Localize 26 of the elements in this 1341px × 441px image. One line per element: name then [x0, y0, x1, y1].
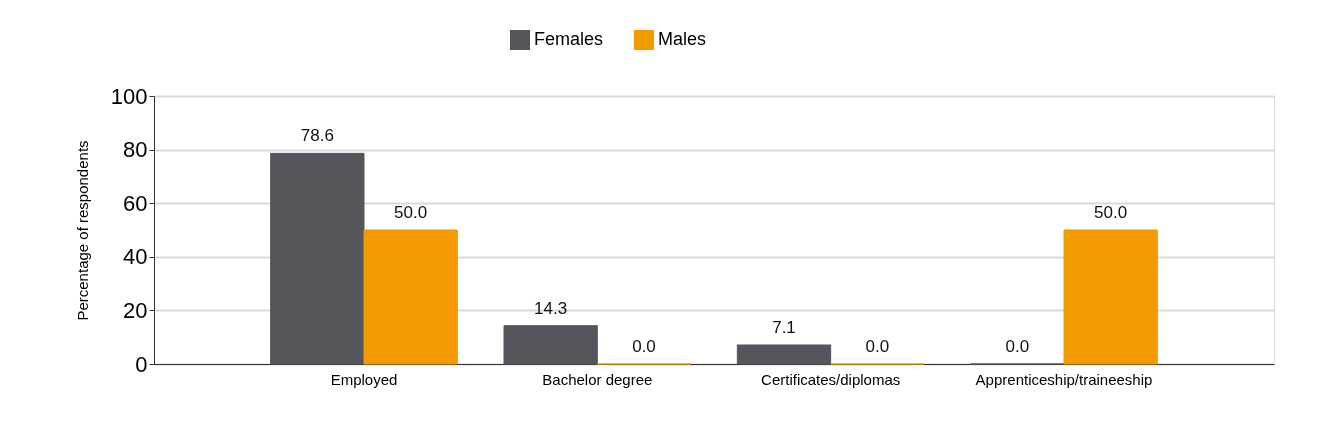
bar [503, 325, 598, 365]
data-label: 14.3 [534, 298, 568, 318]
y-tick-label: 0 [135, 351, 148, 377]
bar [1063, 229, 1158, 365]
data-label: 0.0 [865, 337, 890, 356]
legend-label: Males [658, 29, 707, 49]
x-tick-label: Employed [330, 370, 398, 388]
x-tick-label: Bachelor degree [542, 370, 653, 388]
data-label: 0.0 [1005, 337, 1030, 356]
legend-label: Females [534, 29, 604, 49]
y-tick-label: 100 [110, 83, 148, 109]
bar [363, 229, 458, 365]
data-label: 7.1 [772, 317, 796, 337]
bar [270, 152, 365, 365]
data-label: 50.0 [1094, 203, 1128, 222]
data-label: 50.0 [394, 203, 428, 222]
y-tick-label: 60 [123, 190, 148, 216]
data-label: 78.6 [300, 126, 334, 146]
y-tick-label: 40 [123, 244, 148, 270]
x-tick-label: Certificates/diplomas [761, 370, 901, 388]
data-label: 0.0 [632, 337, 656, 356]
y-tick-label: 80 [123, 137, 148, 163]
bar [736, 344, 832, 365]
y-axis-title: Percentage of respondents [73, 140, 91, 321]
y-tick-label: 20 [123, 297, 148, 323]
x-tick-label: Apprenticeship/traineeship [975, 370, 1153, 388]
